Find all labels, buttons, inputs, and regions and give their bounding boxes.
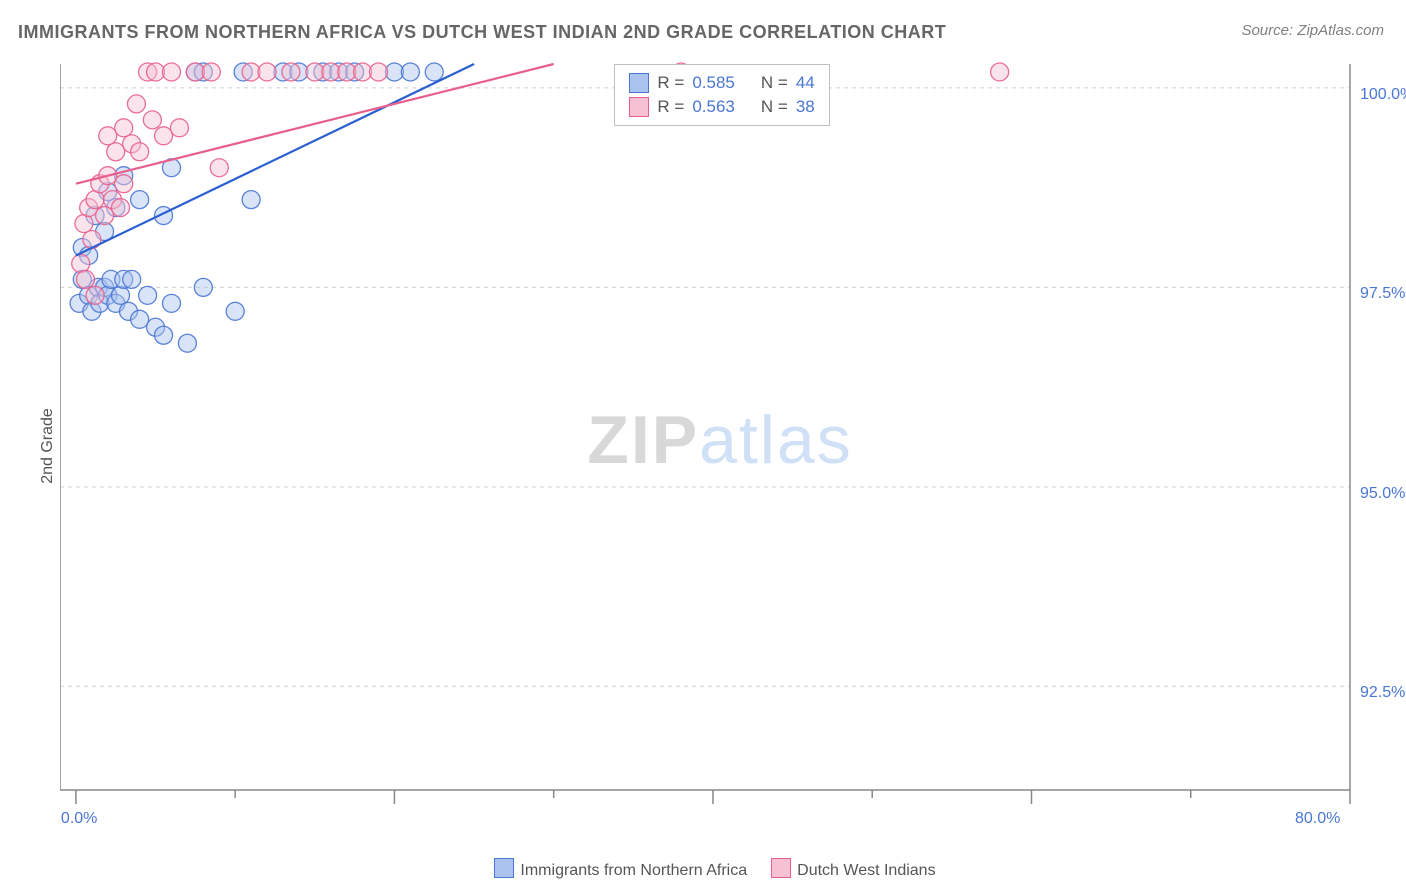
data-point [99, 127, 117, 145]
n-label: N = [761, 97, 788, 117]
data-point [127, 95, 145, 113]
x-tick-label: 80.0% [1295, 810, 1340, 828]
data-point [242, 191, 260, 209]
data-point [155, 326, 173, 344]
y-tick-label: 92.5% [1360, 684, 1405, 702]
data-point [76, 270, 94, 288]
data-point [143, 111, 161, 129]
r-label: R = [657, 97, 684, 117]
source-label: Source: ZipAtlas.com [1241, 22, 1384, 39]
data-point [86, 191, 104, 209]
r-value: 0.585 [692, 73, 735, 93]
legend-swatch [629, 97, 649, 117]
data-point [282, 63, 300, 81]
data-point [226, 302, 244, 320]
legend-label: Immigrants from Northern Africa [520, 862, 747, 879]
chart-svg [60, 60, 1380, 820]
data-point [115, 175, 133, 193]
data-point [115, 119, 133, 137]
n-value: 38 [796, 97, 815, 117]
data-point [139, 286, 157, 304]
data-point [112, 286, 130, 304]
data-point [131, 143, 149, 161]
data-point [425, 63, 443, 81]
data-point [162, 63, 180, 81]
data-point [401, 63, 419, 81]
bottom-legend-items: Immigrants from Northern Africa Dutch Wes… [470, 862, 935, 879]
plot-area: ZIPatlas R =0.585N =44R =0.563N =38 [60, 60, 1380, 820]
y-tick-label: 100.0% [1360, 86, 1406, 104]
y-axis-label: 2nd Grade [39, 408, 57, 484]
stats-legend: R = 0.585 N = 44 R = 0.563 N = 38 [614, 64, 829, 126]
data-point [155, 127, 173, 145]
bottom-legend: Immigrants from Northern Africa Dutch Wes… [0, 858, 1406, 880]
y-tick-label: 95.0% [1360, 485, 1405, 503]
legend-label: Dutch West Indians [797, 862, 935, 879]
data-point [202, 63, 220, 81]
legend-swatch [494, 858, 514, 878]
n-value: 44 [796, 73, 815, 93]
y-tick-label: 97.5% [1360, 285, 1405, 303]
data-point [210, 159, 228, 177]
r-value: 0.563 [692, 97, 735, 117]
data-point [96, 207, 114, 225]
data-point [131, 310, 149, 328]
legend-swatch [771, 858, 791, 878]
stats-legend-row: R = 0.563 N = 38 [629, 95, 814, 119]
data-point [75, 215, 93, 233]
n-label: N = [761, 73, 788, 93]
chart-title: IMMIGRANTS FROM NORTHERN AFRICA VS DUTCH… [18, 22, 946, 43]
data-point [86, 286, 104, 304]
data-point [123, 270, 141, 288]
data-point [131, 191, 149, 209]
legend-swatch [629, 73, 649, 93]
r-label: R = [657, 73, 684, 93]
x-tick-label: 0.0% [61, 810, 97, 828]
data-point [162, 294, 180, 312]
data-point [170, 119, 188, 137]
data-point [112, 199, 130, 217]
data-point [178, 334, 196, 352]
data-point [107, 143, 125, 161]
stats-legend-row: R = 0.585 N = 44 [629, 71, 814, 95]
data-point [72, 254, 90, 272]
data-point [991, 63, 1009, 81]
data-point [258, 63, 276, 81]
data-point [194, 278, 212, 296]
data-point [370, 63, 388, 81]
